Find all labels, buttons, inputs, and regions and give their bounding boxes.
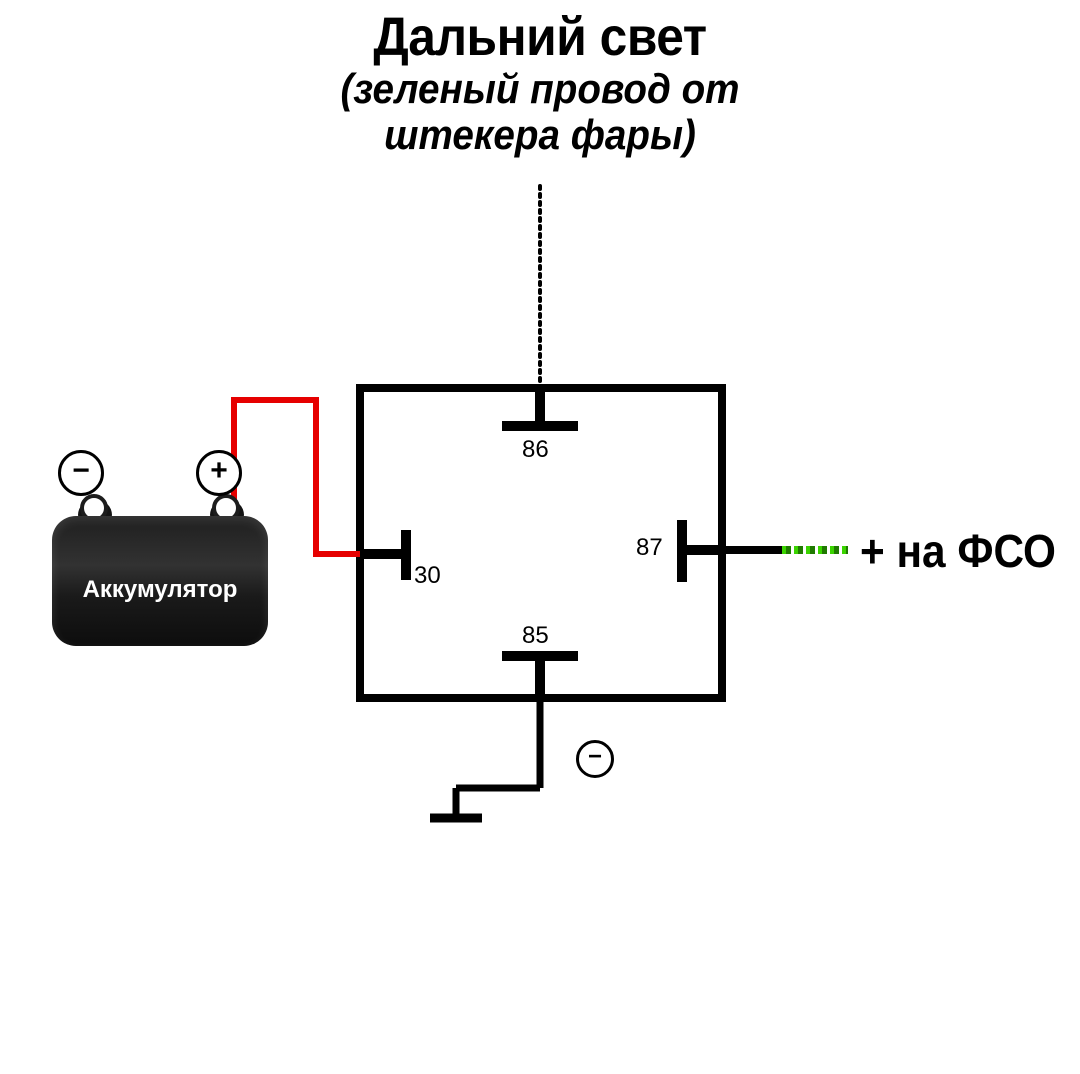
diagram-stage: Дальний свет (зеленый провод от штекера … [0, 0, 1080, 1074]
subtitle-line1: (зеленый провод от [340, 65, 739, 112]
battery-label: Аккумулятор [52, 576, 268, 604]
pin30-label: 30 [414, 562, 441, 590]
relay-box [360, 388, 722, 698]
pin86-label: 86 [522, 436, 549, 464]
subtitle-line2: штекера фары) [384, 111, 696, 158]
pin85-label: 85 [522, 622, 549, 650]
subtitle-text: (зеленый провод от штекера фары) [43, 66, 1037, 158]
battery-minus-icon: − [58, 450, 104, 496]
pin87-label: 87 [636, 534, 663, 562]
ground-minus-icon: − [576, 740, 614, 778]
title-text: Дальний свет [43, 6, 1037, 68]
fso-output-label: + на ФСО [860, 524, 1056, 578]
battery-plus-icon: + [196, 450, 242, 496]
